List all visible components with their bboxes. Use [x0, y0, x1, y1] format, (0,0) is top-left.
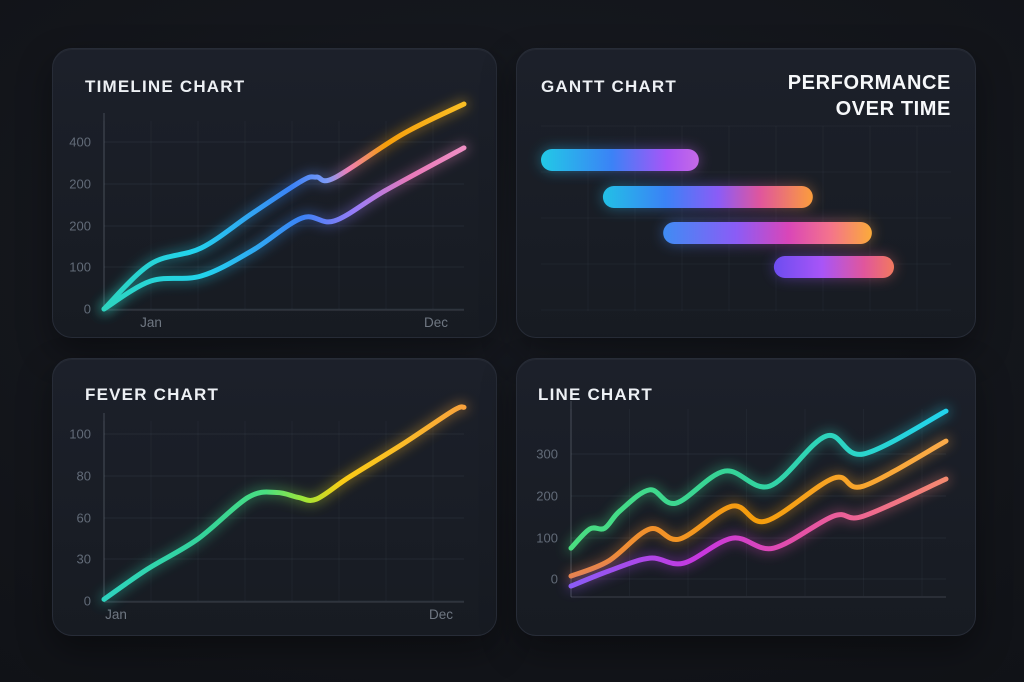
y-axis-tick-labels: 300 200 100 0 — [536, 447, 558, 587]
y-tick-label: 200 — [69, 177, 91, 192]
axes — [103, 113, 464, 311]
performance-over-time-label: PERFORMANCE OVER TIME — [787, 72, 951, 120]
y-tick-label: 200 — [536, 489, 558, 504]
green-teal-line-glow — [566, 406, 951, 553]
y-tick-label: 100 — [69, 260, 91, 275]
purple-pink-line-glow — [566, 474, 951, 591]
y-tick-label: 200 — [69, 219, 91, 234]
fever-chart-canvas: 100 80 60 30 0 Jan Dec — [69, 402, 469, 622]
timeline-chart-panel: TIMELINE CHART 400 200 200 100 0 Jan Dec — [52, 48, 497, 338]
gantt-chart-canvas — [541, 125, 951, 311]
y-tick-label: 300 — [536, 447, 558, 462]
task-4-bar — [773, 256, 895, 278]
timeline-chart-title: TIMELINE CHART — [85, 77, 246, 96]
orange-line — [568, 438, 949, 579]
gantt-chart-title: GANTT CHART — [541, 77, 677, 96]
fever-line — [101, 404, 467, 602]
x-axis-tick-labels: Jan Dec — [140, 315, 448, 330]
y-tick-label: 100 — [536, 531, 558, 546]
gantt-chart-panel: GANTT CHART PERFORMANCE OVER TIME — [516, 48, 976, 338]
task-3-bar — [663, 222, 872, 244]
y-axis-tick-labels: 100 80 60 30 0 — [69, 427, 91, 609]
purple-pink-line — [568, 476, 949, 589]
y-tick-label: 400 — [69, 135, 91, 150]
y-tick-label: 100 — [69, 427, 91, 442]
task-2-bar — [602, 186, 813, 208]
task-1-bar — [541, 149, 699, 171]
fever-chart-title: FEVER CHART — [85, 385, 220, 404]
grid-lines — [103, 421, 464, 602]
axes — [570, 401, 946, 598]
line-chart-panel: LINE CHART 300 200 100 0 — [516, 358, 976, 636]
timeline-chart-canvas: 400 200 200 100 0 Jan Dec — [69, 99, 469, 330]
y-tick-label: 30 — [77, 552, 91, 567]
y-tick-label: 80 — [77, 469, 91, 484]
x-tick-label: Dec — [429, 607, 453, 622]
y-tick-label: 0 — [84, 302, 91, 317]
fever-line-glow — [99, 402, 469, 604]
lower-line — [101, 145, 467, 312]
line-chart-canvas: 300 200 100 0 — [536, 401, 951, 598]
fever-chart-panel: FEVER CHART 100 80 60 30 0 Jan Dec — [52, 358, 497, 636]
x-tick-label: Jan — [140, 315, 162, 330]
x-axis-tick-labels: Jan Dec — [105, 607, 453, 622]
upper-line — [101, 101, 467, 312]
y-tick-label: 0 — [84, 594, 91, 609]
y-tick-label: 0 — [551, 572, 558, 587]
x-tick-label: Jan — [105, 607, 127, 622]
line-chart-title: LINE CHART — [538, 385, 653, 404]
green-teal-line — [568, 408, 949, 551]
y-tick-label: 60 — [77, 511, 91, 526]
y-axis-tick-labels: 400 200 200 100 0 — [69, 135, 91, 317]
x-tick-label: Dec — [424, 315, 448, 330]
axes — [103, 413, 464, 603]
